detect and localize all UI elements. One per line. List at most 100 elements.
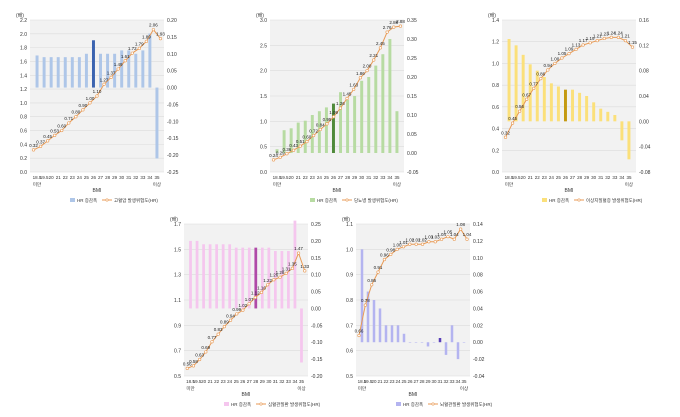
y-tick-label: 0.8 [20,115,27,121]
hr-point [318,127,322,132]
bar [542,77,546,122]
y-tick-label: 1.1 [346,222,353,228]
bar [141,50,145,88]
data-label: 2.76 [383,25,392,30]
data-label: 1.02 [405,237,414,242]
y-tick-label: 1.5 [260,94,267,100]
data-label: 0.60 [57,124,66,129]
data-label: 1.93 [156,32,165,37]
hr-point [439,237,444,241]
x-tick-label-extra: 이상 [393,181,401,188]
hr-point [567,52,571,56]
hr-point [365,69,369,73]
bar [378,308,382,343]
y-tick-label: 0.4 [492,127,499,133]
data-label: 1.26 [269,273,278,278]
x-tick-label: 32 [133,175,139,180]
hr-point [60,128,64,133]
data-label: 1.23 [600,31,609,36]
legend-label: HR 증감폭 [549,197,569,204]
chart-panel-cerebrovascular: 0.5 0.6 0.7 0.8 0.9 1.0 1.1 (배) -0.04 -0.02 0.00 0.… [334,212,494,412]
x-tick-label: 34 [292,379,298,384]
data-label: 0.67 [522,92,531,97]
y-tick-label: 1.6 [20,59,27,65]
hr-point [465,237,469,241]
data-label: 1.05 [444,230,453,235]
data-label: 1.21 [621,34,630,39]
hr-point [235,312,239,316]
x-tick-label: 31 [273,379,279,384]
hr-point [602,36,606,41]
x-tick-label: 23 [310,175,316,180]
bar [208,244,212,309]
y2-tick-label: 0.30 [407,37,417,43]
bar [563,89,567,122]
data-label: 0.32 [501,130,510,135]
y-tick-label: 1.7 [174,222,181,228]
hr-point [303,269,307,273]
bar [402,333,406,343]
x-tick-label: 19.5 [280,175,289,180]
x-tick-label: 33 [140,175,146,180]
data-label: 0.90 [79,103,88,108]
x-tick-label-extra: 미만 [505,181,513,188]
y2-tick-label: 0.15 [311,256,321,262]
bar [300,308,303,363]
data-label: 0.58 [189,359,198,364]
x-tick-label: 28 [577,175,583,180]
bar [367,77,371,153]
legend-label: HR 증감폭 [77,197,97,204]
bar [353,96,357,153]
hr-point [358,76,362,80]
legend-swatch-point [345,198,349,202]
x-tick-label: 27 [247,379,253,384]
data-label: 0.60 [303,135,312,140]
hr-point [88,101,92,105]
x-tick-label: 34 [387,175,393,180]
bar [77,57,81,88]
x-tick-label: 30 [119,175,125,180]
y2-tick-label: -0.05 [311,323,323,329]
data-label: 0.43 [289,143,298,148]
x-tick-label: 18.5 [358,379,367,384]
bar [331,103,335,153]
data-label: 0.63 [195,353,204,358]
data-label: 1.35 [288,261,297,266]
bar [528,64,532,122]
y-tick-label: 0.5 [346,374,353,380]
hr-point [372,58,376,62]
data-label: 0.77 [208,335,217,340]
data-label: 0.72 [309,129,318,134]
bar [462,342,466,343]
x-tick-label: 26 [563,175,569,180]
bar [360,249,364,343]
y2-tick-label: 0.02 [473,323,483,329]
data-label: 2.45 [376,41,385,46]
y2-tick-label: 0.10 [407,113,417,119]
hr-point [357,333,361,338]
x-tick-label: 21 [208,379,214,384]
bar [549,83,553,122]
x-tick-label: 28 [345,175,351,180]
x-tick-label: 32 [605,175,611,180]
hr-point [116,67,120,71]
x-tick-label: 32 [373,175,379,180]
hr-point [74,115,78,119]
y2-tick-label: 0.05 [407,132,417,138]
y2-tick-label: 0.25 [311,222,321,228]
bar [613,115,617,122]
x-tick-label: 18.5 [273,175,282,180]
hr-point [241,308,245,312]
data-label: 0.91 [374,265,383,270]
bar [384,325,388,343]
data-label: 0.80 [71,110,80,115]
y-tick-label: 0.0 [260,170,267,176]
data-label: 1.72 [128,46,137,51]
x-tick-label: 35 [154,175,160,180]
y-tick-label: 2.2 [20,18,27,24]
hr-point [446,235,450,239]
x-tick-label-extra: 미만 [186,385,194,392]
y2-tick-label: -0.10 [167,119,179,125]
x-tick-label: 20 [371,379,377,384]
data-label: 0.71 [64,116,73,121]
